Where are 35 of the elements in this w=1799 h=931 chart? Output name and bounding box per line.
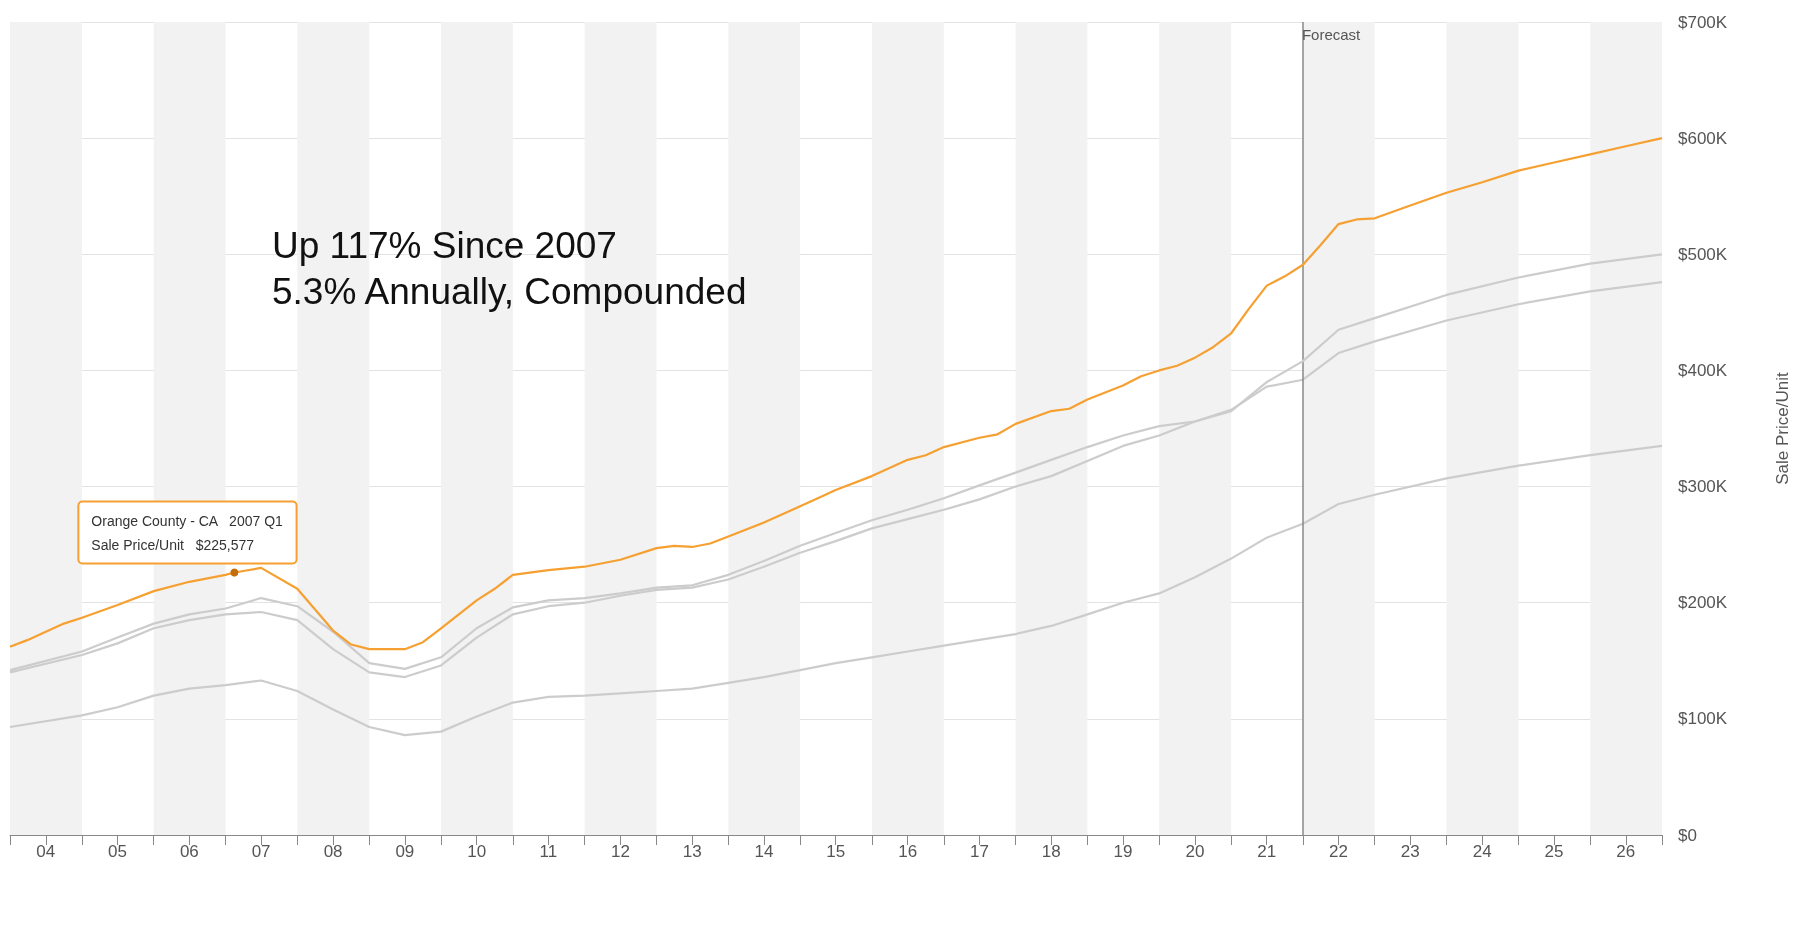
x-tick-label: 09 bbox=[395, 842, 415, 861]
y-tick-label: $400K bbox=[1678, 360, 1728, 380]
y-tick-label: $500K bbox=[1678, 244, 1728, 264]
x-tick-label: 16 bbox=[898, 842, 918, 861]
y-tick-label: $0 bbox=[1678, 825, 1697, 845]
x-tick-label: 19 bbox=[1113, 842, 1133, 861]
x-tick-label: 08 bbox=[323, 842, 343, 861]
y-axis-title: Sale Price/Unit bbox=[1773, 372, 1792, 485]
x-tick-label: 07 bbox=[251, 842, 271, 861]
x-tick-label: 11 bbox=[539, 842, 558, 861]
ref-line-label: Forecast bbox=[1301, 26, 1362, 43]
x-tick-label: 05 bbox=[108, 842, 128, 861]
x-tick-label: 23 bbox=[1400, 842, 1420, 861]
x-tick-label: 15 bbox=[826, 842, 846, 861]
y-tick-label: $300K bbox=[1678, 477, 1728, 497]
x-tick-label: 25 bbox=[1544, 842, 1564, 861]
y-tick-label: $600K bbox=[1678, 128, 1728, 148]
y-tick-label: $700K bbox=[1678, 12, 1728, 32]
annotation: Up 117% Since 2007 5.3% Annually, Compounded bbox=[272, 224, 747, 312]
x-tick-label: 04 bbox=[36, 842, 56, 861]
x-tick-label: 18 bbox=[1041, 842, 1061, 861]
x-tick-label: 20 bbox=[1185, 842, 1205, 861]
x-tick-label: 12 bbox=[610, 842, 630, 861]
x-tick-label: 06 bbox=[179, 842, 199, 861]
x-tick-label: 22 bbox=[1329, 842, 1348, 861]
x-tick-label: 10 bbox=[467, 842, 487, 861]
x-tick-label: 13 bbox=[682, 842, 702, 861]
y-tick-label: $200K bbox=[1678, 593, 1728, 613]
x-tick-label: 26 bbox=[1616, 842, 1636, 861]
x-tick-label: 24 bbox=[1472, 842, 1492, 861]
annotation: Orange County - CA 2007 Q1 Sale Price/Unit $225,577 bbox=[91, 512, 284, 553]
x-tick-label: 21 bbox=[1257, 842, 1277, 861]
x-tick-label: 14 bbox=[754, 842, 774, 861]
x-tick-label: 17 bbox=[969, 842, 989, 861]
y-tick-label: $100K bbox=[1678, 709, 1728, 729]
